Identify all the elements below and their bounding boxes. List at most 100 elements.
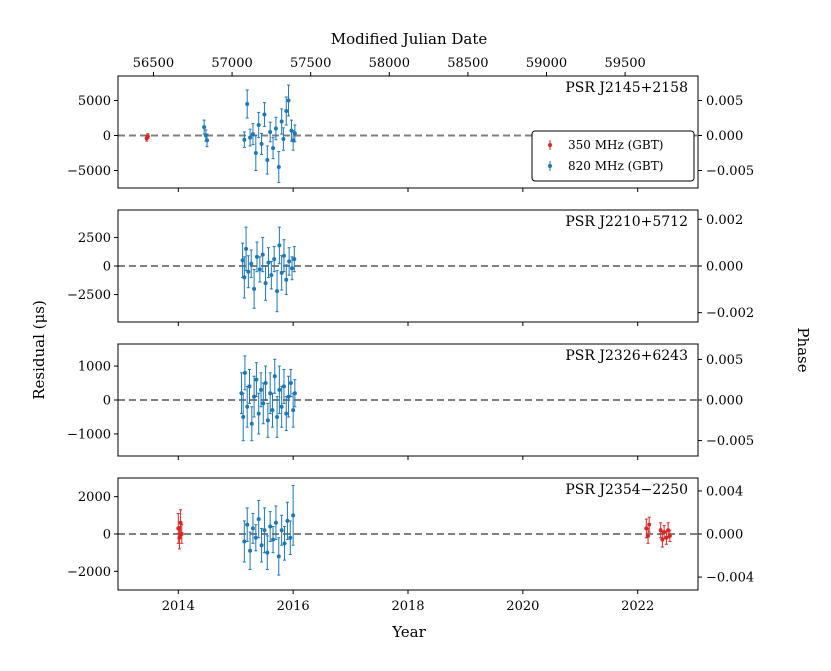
data-point: [239, 391, 244, 396]
data-point: [279, 404, 284, 409]
data-point: [254, 254, 259, 259]
data-point: [248, 135, 253, 140]
panel-2: −2500 0 2500 −0.002 0.000 0.002 PSR J2210+5712: [67, 209, 754, 326]
series-820-mhz-gbt-: [242, 484, 296, 576]
data-point: [262, 528, 267, 533]
data-point: [268, 130, 273, 134]
data-point: [247, 384, 252, 389]
y-axis-title-right: Phase: [794, 327, 812, 372]
data-point: [291, 513, 296, 518]
data-point: [202, 125, 207, 130]
pulsar-name-label: PSR J2354−2250: [565, 482, 688, 498]
data-point: [249, 261, 254, 266]
data-point: [281, 137, 286, 141]
data-point: [647, 522, 652, 527]
data-point: [242, 275, 247, 280]
y-tick-label: 0: [103, 260, 111, 275]
phase-tick-label: 0.005: [706, 94, 743, 109]
data-point: [244, 246, 249, 251]
panel-4: −2000 0 2000 −0.004 0.000 0.004 2014 2016 2018 20…: [67, 477, 754, 614]
phase-tick-label: −0.005: [706, 434, 754, 449]
phase-tick-label: 0.005: [706, 353, 743, 368]
data-point: [249, 421, 254, 426]
phase-tick-label: −0.002: [706, 306, 754, 321]
mjd-tick-label: 59500: [604, 56, 645, 71]
data-point: [292, 391, 297, 396]
data-point: [253, 151, 258, 155]
data-point: [256, 123, 261, 127]
data-point: [292, 131, 297, 136]
series-820-mhz-gbt-: [240, 226, 297, 313]
pulsar-name-label: PSR J2326+6243: [565, 348, 688, 364]
data-point: [248, 548, 253, 553]
data-point: [279, 528, 284, 533]
y-tick-label: 1000: [78, 360, 111, 375]
y-tick-label: 5000: [78, 94, 111, 109]
y-tick-label: −2000: [67, 565, 111, 580]
series-820-mhz-gbt-: [202, 84, 297, 183]
top-axis-title: Modified Julian Date: [331, 30, 488, 48]
x-tick-label: 2016: [277, 599, 310, 614]
data-point: [245, 404, 250, 409]
data-point: [281, 384, 286, 389]
data-point: [250, 132, 255, 137]
data-point: [242, 539, 247, 544]
data-point: [268, 524, 273, 529]
data-point: [273, 520, 278, 525]
mjd-tick-label: 59000: [526, 56, 567, 71]
data-point: [262, 112, 267, 117]
data-point: [276, 554, 281, 559]
data-point: [253, 535, 258, 540]
data-point: [246, 269, 251, 274]
data-point: [265, 158, 270, 162]
legend: 350 MHz (GBT) 820 MHz (GBT): [531, 130, 695, 182]
data-point: [275, 289, 280, 294]
data-point: [292, 257, 297, 262]
legend-marker: [548, 164, 552, 168]
data-point: [242, 370, 247, 375]
y-tick-label: −2500: [67, 288, 111, 303]
y-axis-title-left: Residual (μs): [30, 300, 48, 400]
data-point: [272, 374, 277, 379]
data-point: [276, 165, 281, 169]
mjd-tick-label: 57000: [211, 56, 252, 71]
data-point: [271, 537, 276, 542]
data-point: [646, 533, 651, 538]
phase-tick-label: 0.000: [706, 528, 743, 543]
pulsar-name-label: PSR J2145+2158: [565, 80, 688, 96]
data-point: [291, 408, 296, 413]
y-tick-label: 2000: [78, 490, 111, 505]
data-point: [242, 137, 247, 142]
data-point: [245, 522, 250, 527]
data-point: [666, 528, 671, 533]
legend-marker: [548, 143, 552, 147]
data-point: [287, 259, 292, 264]
data-point: [658, 528, 663, 533]
data-point: [205, 138, 210, 143]
data-point: [286, 394, 291, 399]
data-point: [240, 258, 245, 263]
data-point: [667, 533, 672, 538]
y-tick-label: −1000: [67, 427, 111, 442]
data-point: [271, 146, 276, 151]
data-point: [256, 411, 261, 416]
phase-tick-label: 0.002: [706, 213, 743, 228]
data-point: [145, 134, 150, 139]
data-point: [279, 119, 284, 124]
data-point: [179, 532, 184, 536]
legend-label: 350 MHz (GBT): [568, 138, 663, 152]
data-point: [254, 377, 259, 382]
mjd-tick-label: 58500: [447, 56, 488, 71]
mjd-tick-label: 56500: [133, 56, 174, 71]
data-point: [241, 414, 246, 419]
data-point: [263, 281, 268, 286]
data-point: [284, 411, 289, 416]
data-point: [259, 543, 264, 548]
series-350-mhz-gbt-: [144, 133, 150, 142]
data-point: [286, 98, 291, 103]
x-tick-label: 2014: [162, 599, 195, 614]
data-point: [268, 391, 273, 396]
data-point: [259, 141, 264, 146]
panels-group: −5000 0 5000 −0.005 0.000 0.005 56500 57000 5750…: [67, 56, 754, 614]
